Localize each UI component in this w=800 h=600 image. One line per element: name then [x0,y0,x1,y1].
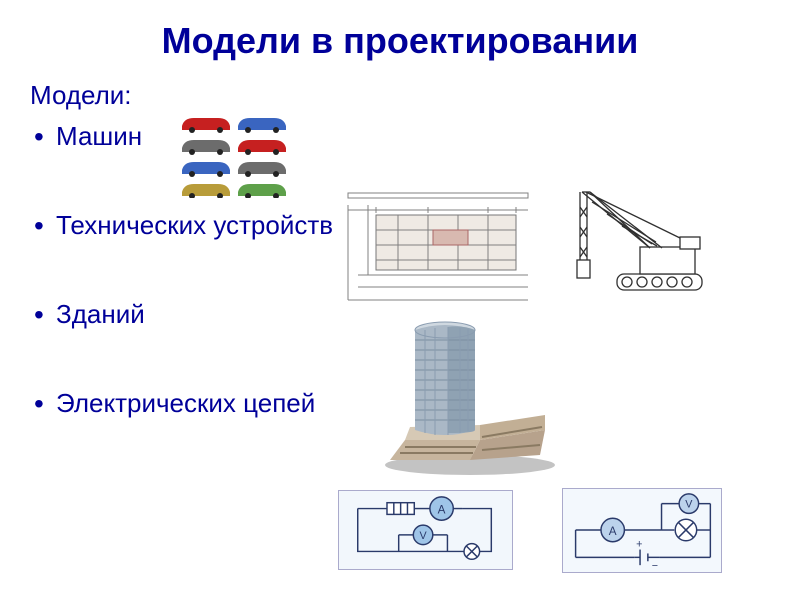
blueprint-image [338,175,538,303]
svg-text:A: A [609,525,617,538]
circuit-left-image: A V [338,490,513,570]
subtitle: Модели: [30,80,770,111]
building-image [350,305,560,480]
svg-text:V: V [419,530,427,542]
slide: Модели в проектировании Модели: Машин Те… [0,0,800,600]
svg-text:+: + [636,539,642,551]
circuit-right-image: V A [562,488,722,573]
page-title: Модели в проектировании [30,20,770,62]
svg-text:−: − [652,560,658,572]
svg-text:V: V [685,499,693,511]
svg-text:A: A [438,503,446,516]
crane-image [562,182,732,297]
bullet-cars: Машин [30,121,770,152]
cars-image [178,110,288,198]
